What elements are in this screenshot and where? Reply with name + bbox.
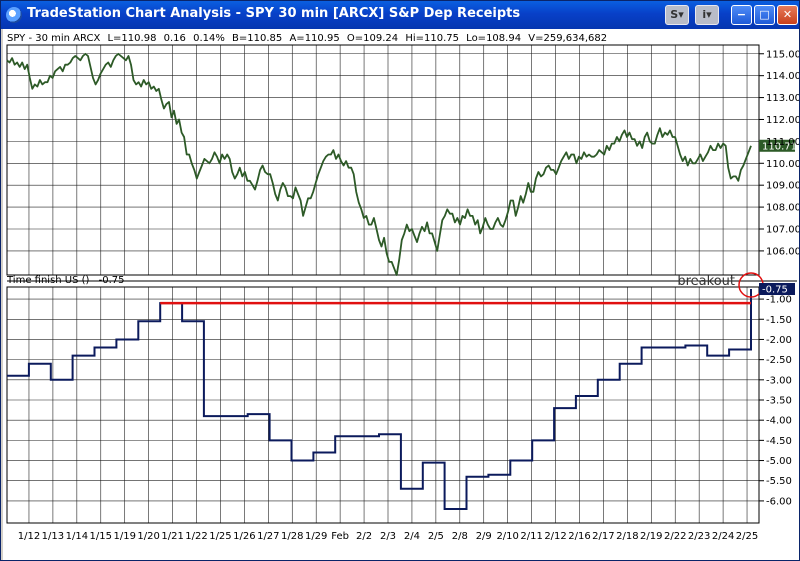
price-y-tick-label: 111.00 [766,137,799,148]
price-last-value-tag: 110.71 [759,139,797,152]
x-tick-label: 2/5 [428,531,444,542]
styles-dropdown-button[interactable]: S▾ [665,5,689,25]
maximize-button[interactable]: □ [754,5,775,25]
price-y-tick-label: 112.00 [766,115,799,126]
breakout-annotation: breakout [677,274,735,289]
indicator-series-line[interactable] [7,289,752,510]
minimize-button[interactable]: − [731,5,752,25]
title-bar[interactable]: TradeStation Chart Analysis - SPY 30 min… [1,1,799,29]
x-tick-label: 1/20 [137,531,159,542]
x-tick-label: 1/29 [305,531,327,542]
price-header-ask: A=110.95 [289,33,339,44]
x-tick-label: 2/18 [616,531,638,542]
indicator-y-tick-label: -1.50 [766,315,792,326]
x-tick-label: 2/2 [356,531,372,542]
x-tick-label: 1/12 [18,531,40,542]
price-header-open: O=109.24 [347,33,398,44]
x-tick-label: 1/25 [209,531,231,542]
chevron-down-icon: ▾ [706,8,712,21]
x-tick-label: 2/17 [592,531,614,542]
x-tick-label: 1/14 [66,531,88,542]
x-tick-label: 2/3 [380,531,396,542]
x-tick-label: 1/15 [90,531,112,542]
chart-area[interactable]: SPY - 30 min ARCX L=110.98 0.16 0.14% B=… [3,29,799,560]
x-tick-label: 2/25 [736,531,758,542]
x-tick-label: 2/22 [664,531,686,542]
price-header-symbol: SPY - 30 min ARCX [7,33,100,44]
price-last-value: 110.71 [762,141,797,152]
price-y-tick-label: 114.00 [766,71,799,82]
indicator-y-tick-label: -6.00 [766,496,792,507]
price-header-low: Lo=108.94 [466,33,521,44]
price-header-high: Hi=110.75 [405,33,459,44]
price-y-tick-label: 106.00 [766,246,799,257]
x-tick-label: 2/16 [568,531,590,542]
window-title: TradeStation Chart Analysis - SPY 30 min… [27,6,521,21]
x-axis-ticks: 1/12 1/13 1/14 1/15 1/19 1/20 1/21 1/22 1/25 1/26… [18,531,759,542]
price-y-tick-label: 109.00 [766,181,799,192]
x-tick-label: Feb [331,531,349,542]
tradestation-app-icon [6,7,22,23]
x-tick-label: 2/12 [544,531,566,542]
info-dropdown-button[interactable]: i▾ [695,5,719,25]
x-tick-label: 1/26 [233,531,255,542]
x-tick-label: 2/24 [712,531,734,542]
indicator-y-tick-label: -5.50 [766,476,792,487]
close-button[interactable]: ✕ [777,5,798,25]
price-header-volume: V=259,634,682 [528,33,607,44]
x-tick-label: 2/4 [404,531,420,542]
indicator-y-tick-label: -4.50 [766,436,792,447]
indicator-y-tick-label: -5.00 [766,456,792,467]
x-tick-label: 1/21 [161,531,183,542]
indicator-last-value: -0.75 [762,285,788,296]
price-y-tick-label: 108.00 [766,203,799,214]
close-icon: ✕ [782,8,793,21]
x-tick-label: 2/10 [496,531,518,542]
indicator-header-value: -0.75 [99,275,125,286]
price-header-change: 0.16 [164,33,186,44]
price-y-tick-label: 110.00 [766,159,799,170]
price-header-last: L=110.98 [107,33,156,44]
indicator-last-value-tag: -0.75 [759,283,795,296]
price-header-change-pct: 0.14% [193,33,225,44]
chart-canvas[interactable]: SPY - 30 min ARCX L=110.98 0.16 0.14% B=… [3,29,799,560]
info-button-label: i [702,8,707,21]
indicator-header-name: Time finish US () [6,275,90,286]
chevron-down-icon: ▾ [678,8,684,21]
indicator-y-tick-label: -3.50 [766,396,792,407]
price-y-axis-ticks: 115.00 114.00 113.00 112.00 111.00 110.00 109.… [766,49,799,257]
x-tick-label: 2/8 [452,531,468,542]
x-tick-label: 2/23 [688,531,710,542]
indicator-pane-header: Time finish US () -0.75 [6,275,125,286]
price-pane-header: SPY - 30 min ARCX L=110.98 0.16 0.14% B=… [7,33,607,44]
price-y-tick-label: 115.00 [766,49,799,60]
maximize-icon: □ [759,8,770,21]
price-header-bid: B=110.85 [232,33,282,44]
x-tick-label: 2/11 [520,531,542,542]
indicator-y-tick-label: -2.50 [766,355,792,366]
indicator-y-tick-label: -1.00 [766,295,792,306]
x-tick-label: 1/28 [281,531,303,542]
indicator-y-axis-ticks: -1.00 -1.50 -2.00 -2.50 -3.00 -3.50 -4.00 -4.50… [766,295,792,508]
x-tick-label: 1/27 [257,531,279,542]
styles-button-label: S [670,8,679,21]
x-tick-label: 2/19 [640,531,662,542]
x-tick-label: 1/22 [185,531,207,542]
x-tick-label: 1/19 [113,531,135,542]
price-y-tick-label: 107.00 [766,225,799,236]
x-tick-label: 1/13 [42,531,64,542]
axes [6,44,797,524]
price-series-line[interactable] [6,52,752,276]
indicator-y-tick-label: -2.00 [766,335,792,346]
minimize-icon: − [736,8,747,21]
x-tick-label: 2/9 [476,531,492,542]
indicator-y-tick-label: -4.00 [766,416,792,427]
price-y-tick-label: 113.00 [766,93,799,104]
indicator-y-tick-label: -3.00 [766,375,792,386]
